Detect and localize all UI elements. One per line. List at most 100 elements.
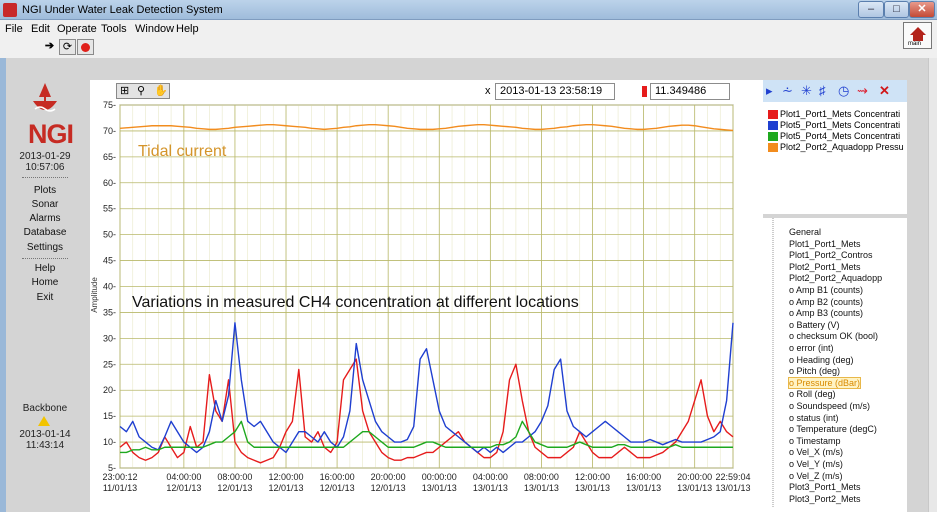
x-tick-time: 23:00:12 xyxy=(102,472,137,482)
x-axis: 23:00:1211/01/1304:00:0012/01/1308:00:00… xyxy=(102,472,750,493)
menu-operate[interactable]: Operate xyxy=(57,23,97,35)
tree-item[interactable]: General xyxy=(789,227,822,237)
ch4-chart[interactable]: 5- 10- 15- 20- 25- 30- 35- 40- 45- 50- 55- 60- 65- 70… xyxy=(90,100,763,512)
tree-item[interactable]: o Amp B3 (counts) xyxy=(789,308,864,319)
tree-item[interactable]: o Pitch (deg) xyxy=(789,366,841,377)
cursor-tool-icon[interactable]: ⊞ xyxy=(120,85,130,97)
tree-item[interactable]: o status (int) xyxy=(789,412,839,423)
series-line xyxy=(119,322,734,454)
ngi-emblem-icon xyxy=(33,83,57,112)
abort-icon[interactable] xyxy=(77,39,94,55)
nav-settings[interactable]: Settings xyxy=(26,242,64,253)
window-title: NGI Under Water Leak Detection System xyxy=(22,4,223,16)
nav-help[interactable]: Help xyxy=(34,263,56,274)
cursor-y-field[interactable]: 11.349486 xyxy=(650,83,730,100)
cursor-x-field[interactable]: 2013-01-13 23:58:19 xyxy=(495,83,615,100)
x-tick-date: 13/01/13 xyxy=(626,483,661,493)
plot-lines-icon[interactable]: ⩪ xyxy=(782,83,793,98)
menu-file[interactable]: File xyxy=(5,23,23,35)
nav-home[interactable]: Home xyxy=(31,277,59,288)
y-tick-label: 50- xyxy=(103,230,116,240)
legend-item[interactable]: Plot1_Port1_Mets Concentrati xyxy=(768,109,906,120)
tree-item[interactable]: o Battery (V) xyxy=(789,319,840,330)
y-tick-label: 10- xyxy=(103,437,116,447)
tree-item[interactable]: o Vel_Y (m/s) xyxy=(789,459,843,469)
x-tick-time: 12:00:00 xyxy=(575,472,610,482)
x-tick-date: 12/01/13 xyxy=(217,483,252,493)
x-tick-time: 00:00:00 xyxy=(422,472,457,482)
sidebar-divider xyxy=(22,177,68,178)
tree-item[interactable]: Plot3_Port1_Mets xyxy=(789,482,861,493)
menu-edit[interactable]: Edit xyxy=(31,23,50,35)
scrollbar[interactable] xyxy=(928,58,937,512)
sidebar-divider xyxy=(22,258,68,259)
minimize-button[interactable]: – xyxy=(858,1,884,18)
menu-window[interactable]: Window xyxy=(135,23,175,35)
run-continuous-icon[interactable]: ⟳ xyxy=(59,39,76,55)
tree-item[interactable]: o Heading (deg) xyxy=(789,354,854,365)
pan-hand-icon[interactable]: ✋ xyxy=(154,85,168,97)
backbone-date: 2013-01-14 xyxy=(19,429,71,440)
nav-sonar[interactable]: Sonar xyxy=(31,199,59,210)
x-tick-date: 12/01/13 xyxy=(371,483,406,493)
tree-item[interactable]: o Amp B2 (counts) xyxy=(789,296,864,307)
nav-plots[interactable]: Plots xyxy=(33,185,57,196)
point-style-icon[interactable]: ✳ xyxy=(801,83,812,98)
zoom-tool-icon[interactable]: ⚲ xyxy=(137,85,146,97)
tree-item[interactable]: Plot1_Port1_Mets xyxy=(789,238,861,249)
x-tick-time: 16:00:00 xyxy=(626,472,661,482)
x-tick-time: 20:00:00 xyxy=(677,472,712,482)
legend-item[interactable]: Plot5_Port1_Mets Concentrati xyxy=(768,120,906,131)
x-tick-date: 13/01/13 xyxy=(473,483,508,493)
tree-item[interactable]: o Pressure (dBar) xyxy=(787,376,862,389)
tree-item[interactable]: o Soundspeed (m/s) xyxy=(789,401,871,411)
run-arrow-icon[interactable]: ➔ xyxy=(44,40,55,52)
x-tick-date: 11/01/13 xyxy=(103,483,137,493)
y-tick-label: 5- xyxy=(108,463,116,473)
tree-item[interactable]: o Amp B1 (counts) xyxy=(789,285,864,295)
signal-icon[interactable]: ⇝ xyxy=(857,83,868,98)
tree-item[interactable]: Plot1_Port2_Contros xyxy=(789,250,873,261)
series-line xyxy=(119,124,734,132)
maximize-button[interactable]: □ xyxy=(884,1,909,18)
tree-item[interactable]: o Timestamp xyxy=(789,435,841,446)
menu-help[interactable]: Help xyxy=(176,23,199,35)
nav-alarms[interactable]: Alarms xyxy=(29,213,61,224)
tree-item[interactable]: Plot2_Port1_Mets xyxy=(789,261,861,272)
history-icon[interactable]: ◷ xyxy=(838,83,850,98)
ch4-annotation: Variations in measured CH4 concentration… xyxy=(132,294,579,311)
nav-exit[interactable]: Exit xyxy=(36,292,54,303)
tree-item[interactable]: Plot2_Port2_Aquadopp xyxy=(789,273,883,284)
legend-item[interactable]: Plot2_Port2_Aquadopp Pressu xyxy=(768,142,906,153)
y-tick-label: 70- xyxy=(103,126,116,136)
x-tick-time: 12:00:00 xyxy=(268,472,303,482)
legend-item[interactable]: Plot5_Port4_Mets Concentrati xyxy=(768,131,906,142)
x-tick-time: 08:00:00 xyxy=(524,472,559,482)
menu-bar: File Edit Operate Tools Window Help xyxy=(0,20,937,38)
y-tick-label: 25- xyxy=(103,359,116,369)
y-tick-label: 35- xyxy=(103,307,116,317)
home-icon xyxy=(910,27,926,35)
menu-tools[interactable]: Tools xyxy=(101,23,127,35)
tree-item[interactable]: o Roll (deg) xyxy=(789,389,836,400)
nav-database[interactable]: Database xyxy=(23,227,67,238)
close-button[interactable]: ✕ xyxy=(909,1,935,18)
tree-item[interactable]: o Vel_X (m/s) xyxy=(789,447,844,458)
tree-item[interactable]: o error (int) xyxy=(789,343,834,353)
tree-item[interactable]: Plot3_Port2_Mets xyxy=(789,493,861,504)
tree-item[interactable]: o Vel_Z (m/s) xyxy=(789,470,843,481)
legend-toolbar: ▸ ⩪ ✳ ♯ ◷ ⇝ ✕ xyxy=(763,80,907,102)
tree-item[interactable]: o Temperature (degC) xyxy=(789,424,877,435)
home-button[interactable]: main xyxy=(903,22,932,49)
toolbar: ➔ ⟳ xyxy=(0,38,937,58)
left-rail xyxy=(0,58,6,512)
x-tick-date: 13/01/13 xyxy=(422,483,457,493)
grid-style-icon[interactable]: ♯ xyxy=(819,83,826,98)
delete-icon[interactable]: ✕ xyxy=(879,83,890,98)
expand-triangle-icon[interactable]: ▸ xyxy=(766,83,773,98)
ngi-logo: NGI xyxy=(28,119,74,149)
tree-item[interactable]: o checksum OK (bool) xyxy=(789,331,879,342)
x-tick-date: 13/01/13 xyxy=(575,483,610,493)
x-tick-date: 12/01/13 xyxy=(166,483,201,493)
x-tick-time: 22:59:04 xyxy=(715,472,750,482)
